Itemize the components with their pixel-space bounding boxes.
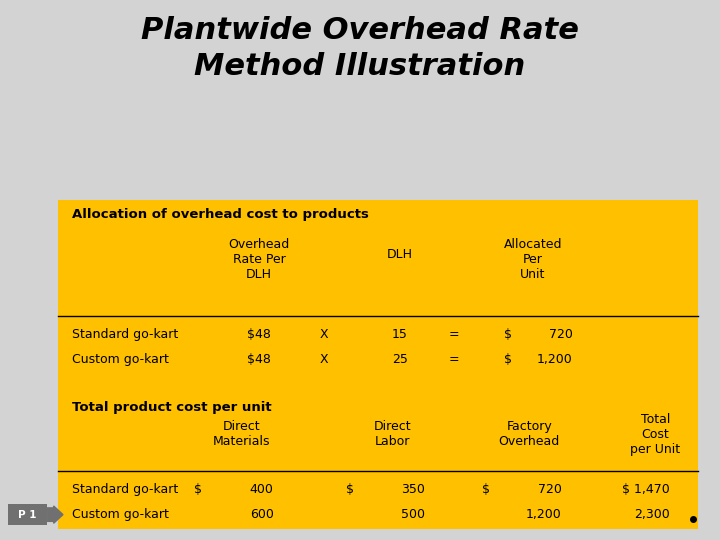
Text: Factory
Overhead: Factory Overhead bbox=[498, 420, 560, 448]
Text: $: $ bbox=[346, 483, 354, 496]
Text: $: $ bbox=[482, 483, 490, 496]
Text: Direct
Materials: Direct Materials bbox=[212, 420, 270, 448]
Text: Custom go-kart: Custom go-kart bbox=[72, 353, 169, 366]
Text: X: X bbox=[320, 353, 328, 366]
Text: 350: 350 bbox=[401, 483, 425, 496]
Text: Standard go-kart: Standard go-kart bbox=[72, 483, 179, 496]
Text: Custom go-kart: Custom go-kart bbox=[72, 508, 169, 521]
Text: 2,300: 2,300 bbox=[634, 508, 670, 521]
Text: 400: 400 bbox=[250, 483, 274, 496]
Text: 600: 600 bbox=[250, 508, 274, 521]
Text: 1,200: 1,200 bbox=[536, 353, 572, 366]
Text: X: X bbox=[320, 328, 328, 341]
Text: Allocation of overhead cost to products: Allocation of overhead cost to products bbox=[72, 208, 369, 221]
Text: 720: 720 bbox=[538, 483, 562, 496]
Text: $: $ bbox=[504, 353, 512, 366]
Text: 1,200: 1,200 bbox=[526, 508, 562, 521]
Text: Total product cost per unit: Total product cost per unit bbox=[72, 401, 271, 414]
Text: 25: 25 bbox=[392, 353, 408, 366]
Text: Allocated
Per
Unit: Allocated Per Unit bbox=[503, 238, 562, 281]
Text: 500: 500 bbox=[401, 508, 425, 521]
Text: =: = bbox=[449, 328, 459, 341]
Text: $48: $48 bbox=[247, 353, 271, 366]
Text: $48: $48 bbox=[247, 328, 271, 341]
Text: 15: 15 bbox=[392, 328, 408, 341]
FancyBboxPatch shape bbox=[7, 504, 48, 525]
FancyBboxPatch shape bbox=[58, 200, 698, 529]
Text: $: $ bbox=[194, 483, 202, 496]
Text: P 1: P 1 bbox=[18, 510, 37, 519]
Text: DLH: DLH bbox=[387, 248, 413, 261]
Text: $ 1,470: $ 1,470 bbox=[622, 483, 670, 496]
Text: =: = bbox=[449, 353, 459, 366]
Text: $: $ bbox=[504, 328, 512, 341]
Text: Total
Cost
per Unit: Total Cost per Unit bbox=[630, 413, 680, 456]
FancyArrow shape bbox=[48, 506, 63, 523]
Text: Standard go-kart: Standard go-kart bbox=[72, 328, 179, 341]
Text: Direct
Labor: Direct Labor bbox=[374, 420, 411, 448]
Text: 720: 720 bbox=[549, 328, 572, 341]
Text: Plantwide Overhead Rate
Method Illustration: Plantwide Overhead Rate Method Illustrat… bbox=[141, 16, 579, 81]
Text: Overhead
Rate Per
DLH: Overhead Rate Per DLH bbox=[228, 238, 290, 281]
